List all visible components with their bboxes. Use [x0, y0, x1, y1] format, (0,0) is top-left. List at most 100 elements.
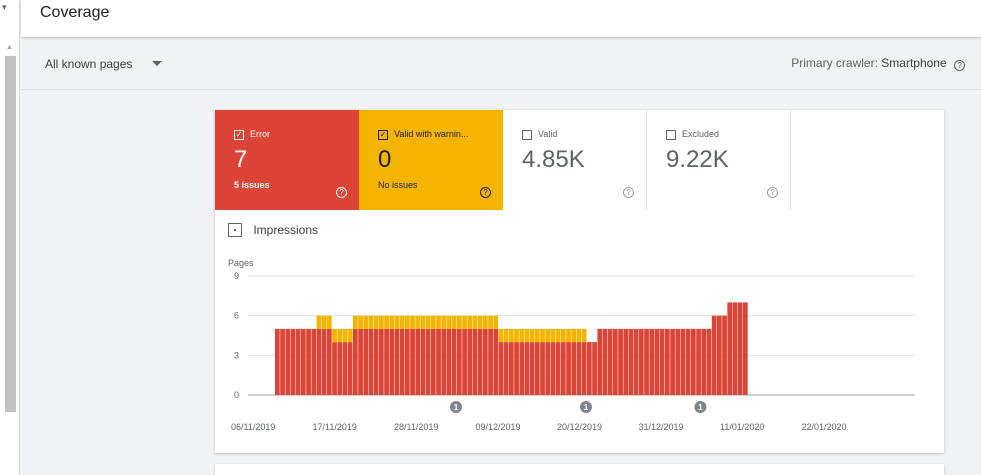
bar-error: [675, 328, 681, 395]
bar-error: [446, 328, 452, 395]
page-header: Coverage: [21, 0, 981, 37]
annotation-marker: [694, 401, 707, 413]
bar-error: [353, 328, 358, 395]
bar-error: [415, 328, 421, 395]
bar-error: [280, 328, 285, 395]
checkbox-unchecked-icon[interactable]: [666, 130, 676, 140]
bar-error: [498, 342, 504, 395]
bar-error: [566, 342, 571, 395]
bar-warning: [399, 315, 405, 329]
bar-error: [587, 342, 592, 395]
tile-label: Valid: [538, 129, 558, 139]
checkbox-unchecked-icon[interactable]: [228, 223, 242, 237]
annotation-label: 1: [698, 403, 703, 412]
bar-error: [327, 328, 332, 395]
tile-label: Error: [250, 129, 270, 139]
bar-warning: [462, 315, 467, 329]
bar-error: [613, 328, 618, 395]
bar-error: [462, 328, 467, 395]
bar-error: [555, 342, 561, 395]
bar-warning: [581, 328, 587, 343]
x-tick-label: 11/01/2020: [720, 422, 764, 432]
bar-warning: [327, 315, 332, 329]
bar-warning: [540, 328, 545, 343]
bar-warning: [514, 328, 519, 343]
page-filter-dropdown[interactable]: All known pages: [45, 57, 162, 71]
bar-warning: [321, 315, 327, 329]
bar-warning: [342, 328, 348, 343]
x-tick-label: 22/01/2020: [802, 422, 847, 432]
bar-warning: [441, 315, 447, 329]
bar-error: [399, 328, 405, 395]
bar-error: [321, 328, 327, 395]
scroll-up-icon[interactable]: ▲: [6, 44, 13, 51]
impressions-toggle[interactable]: Impressions: [228, 223, 318, 237]
bar-error: [373, 328, 379, 395]
bar-error: [285, 328, 291, 395]
bar-warning: [446, 315, 452, 329]
help-icon[interactable]: ?: [480, 187, 491, 198]
bar-warning: [368, 315, 374, 329]
bar-warning: [332, 328, 337, 343]
x-tick-label: 28/11/2019: [394, 422, 438, 432]
annotation-label: 1: [454, 403, 459, 412]
checkbox-checked-icon[interactable]: ✓: [378, 130, 388, 140]
tile-valid-with-warnings[interactable]: ✓ Valid with warnin... 0 No issues ?: [359, 110, 503, 210]
primary-crawler: Primary crawler: Smartphone ?: [791, 56, 965, 71]
bar-warning: [347, 328, 353, 343]
tile-label: Excluded: [682, 129, 720, 139]
bar-error: [483, 328, 488, 395]
bar-error: [488, 328, 493, 395]
tile-error[interactable]: ✓ Error 7 5 issues ?: [215, 110, 359, 210]
help-icon[interactable]: ?: [336, 187, 347, 198]
bar-error: [514, 342, 519, 395]
x-tick-label: 06/11/2019: [231, 422, 275, 432]
help-icon[interactable]: ?: [623, 187, 634, 198]
bar-error: [436, 328, 441, 395]
coverage-chart: Pages 0 3 6 9 1 1 1 06/11/2019 17/11/2019 28/11/20…: [228, 258, 915, 432]
bar-error: [509, 342, 514, 395]
bar-error: [529, 342, 535, 395]
bar-error: [301, 328, 306, 395]
scrollbar-thumb[interactable]: [5, 56, 16, 412]
bar-error: [706, 328, 712, 395]
help-icon[interactable]: ?: [954, 60, 965, 71]
bar-error: [696, 328, 701, 395]
bar-warning: [509, 328, 514, 343]
bar-error: [659, 328, 665, 395]
bar-warning: [384, 315, 389, 329]
tile-excluded[interactable]: Excluded 9.22K ?: [647, 110, 791, 210]
bar-error: [628, 328, 634, 395]
bar-error: [467, 328, 473, 395]
bar-error: [405, 328, 410, 395]
left-rail: ▾ ▲: [0, 0, 20, 475]
bar-error: [737, 302, 743, 395]
checkbox-unchecked-icon[interactable]: [522, 130, 532, 140]
bar-warning: [566, 328, 571, 343]
checkbox-checked-icon[interactable]: ✓: [234, 130, 244, 140]
collapse-arrow-icon[interactable]: ▾: [2, 2, 7, 12]
bar-warning: [550, 328, 556, 343]
bar-error: [618, 328, 623, 395]
bar-error: [602, 328, 608, 395]
bar-error: [275, 328, 280, 395]
bar-warning: [410, 315, 415, 329]
bar-error: [451, 328, 457, 395]
tile-valid[interactable]: Valid 4.85K ?: [503, 110, 647, 210]
y-tick-label: 0: [234, 390, 239, 400]
bar-error: [363, 328, 369, 395]
bar-warning: [358, 315, 363, 329]
bar-warning: [431, 315, 436, 329]
x-tick-label: 17/11/2019: [313, 422, 357, 432]
bar-error: [722, 315, 727, 395]
bar-error: [576, 342, 582, 395]
tile-value: 4.85K: [522, 146, 585, 173]
help-icon[interactable]: ?: [767, 187, 778, 198]
bar-error: [571, 342, 577, 395]
bar-error: [524, 342, 530, 395]
bar-error: [535, 342, 540, 395]
bar-error: [717, 315, 722, 395]
bar-error: [431, 328, 436, 395]
bar-error: [550, 342, 556, 395]
impressions-label: Impressions: [253, 223, 319, 237]
